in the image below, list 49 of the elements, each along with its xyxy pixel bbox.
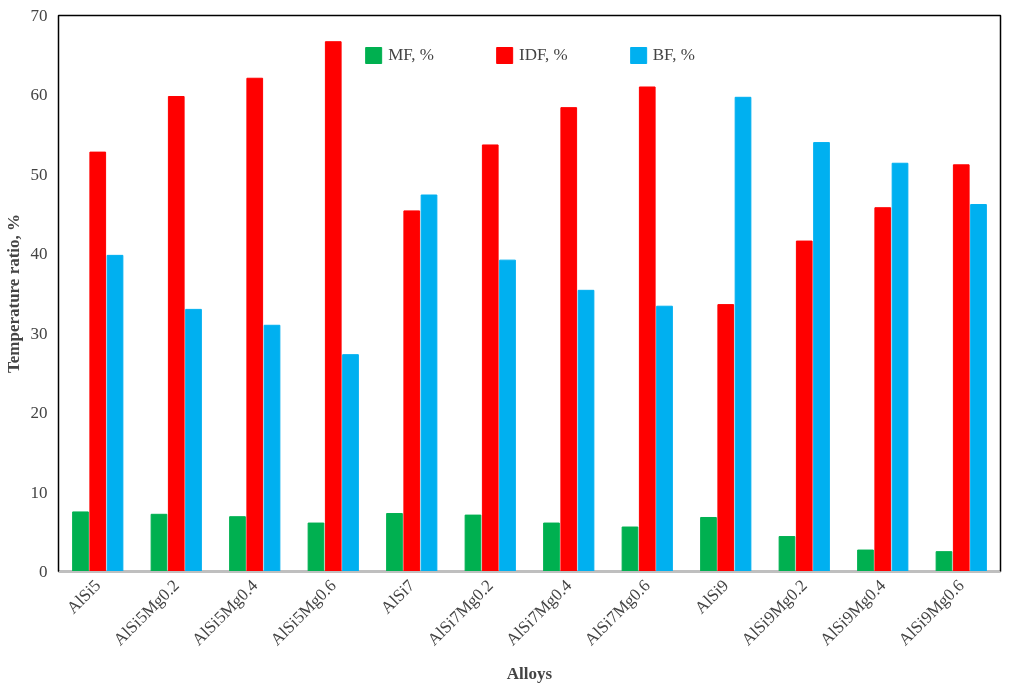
- bar: [89, 151, 107, 572]
- bar: [621, 526, 639, 572]
- y-tick-label: 30: [30, 323, 48, 343]
- bar: [150, 513, 168, 572]
- bar: [403, 210, 421, 572]
- y-tick-label: 20: [30, 403, 48, 423]
- bar: [700, 516, 717, 572]
- bar: [874, 207, 892, 572]
- bar: [185, 308, 202, 572]
- bar: [577, 289, 595, 572]
- bar: [560, 107, 578, 572]
- y-tick-label: 50: [30, 164, 48, 184]
- bar: [420, 194, 438, 572]
- bar: [499, 259, 516, 572]
- x-axis-title: Alloys: [506, 663, 553, 683]
- y-tick-label: 10: [30, 482, 48, 502]
- legend-label: BF, %: [652, 45, 695, 65]
- bar: [778, 536, 796, 572]
- bar: [638, 86, 656, 572]
- bar: [734, 96, 752, 572]
- bar: [813, 142, 830, 572]
- bar: [481, 144, 499, 572]
- bar: [246, 77, 264, 572]
- bar: [386, 513, 403, 572]
- bar: [72, 511, 89, 572]
- bar: [342, 354, 359, 572]
- bar: [891, 162, 909, 572]
- legend-label: IDF, %: [519, 45, 568, 65]
- bar: [543, 522, 560, 572]
- bar: [656, 305, 673, 572]
- y-tick-label: 60: [30, 85, 48, 105]
- legend-label: MF, %: [388, 45, 435, 65]
- bar: [857, 549, 874, 572]
- y-tick-label: 70: [30, 6, 48, 25]
- bar: [324, 41, 342, 572]
- bar: [795, 240, 813, 572]
- y-tick-label: 40: [30, 244, 48, 264]
- bar: [717, 304, 735, 572]
- bar: [464, 514, 482, 572]
- bar: [263, 324, 281, 572]
- bar: [307, 522, 325, 572]
- bar: [952, 164, 970, 572]
- bar: [970, 204, 987, 572]
- bar: [935, 551, 953, 572]
- bar: [167, 96, 185, 572]
- y-axis-title: Temperature ratio, %: [3, 213, 23, 374]
- bar: [106, 254, 124, 572]
- bar: [229, 516, 246, 572]
- y-tick-label: 0: [39, 562, 48, 581]
